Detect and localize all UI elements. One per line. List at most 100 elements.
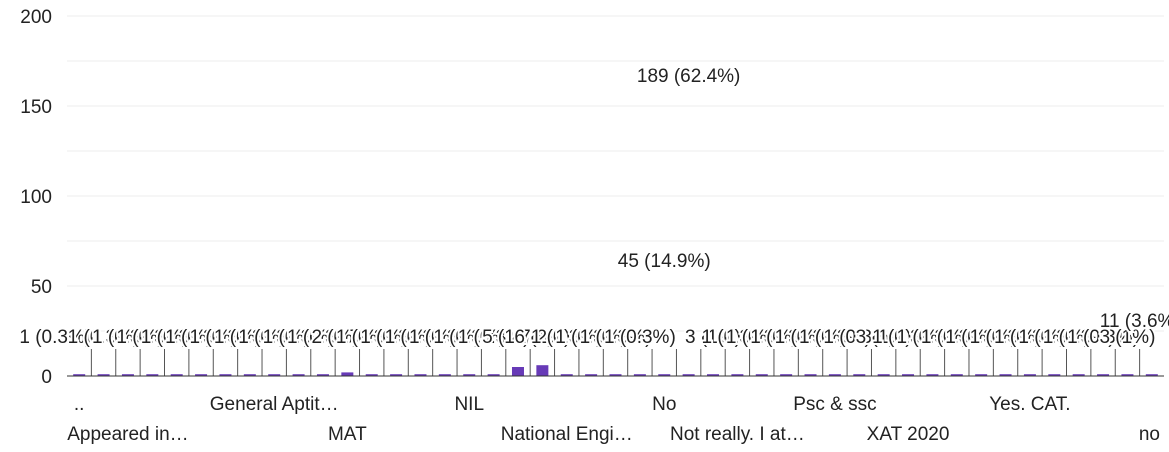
bar[interactable] (365, 374, 378, 376)
bar[interactable] (560, 374, 573, 376)
x-tick-label: Appeared in… (67, 424, 188, 445)
y-tick-label: 0 (41, 367, 52, 388)
bar[interactable] (121, 374, 134, 376)
bar[interactable] (804, 374, 817, 376)
bar-value-label: 3 (1%) (1099, 327, 1155, 348)
bar-value-label: 3 (1%) (685, 327, 741, 348)
bar[interactable] (731, 374, 744, 376)
bar[interactable] (536, 365, 549, 376)
bar-value-label: 1 (0.3%) (19, 327, 91, 348)
bar-value-label: 1 (0.3%) (165, 327, 237, 348)
bar[interactable] (707, 374, 720, 376)
bar[interactable] (170, 374, 183, 376)
bar[interactable] (292, 374, 305, 376)
bar-value-label: 1 (0.3%) (433, 327, 505, 348)
bar[interactable] (97, 374, 110, 376)
y-tick-label: 100 (20, 187, 52, 208)
bar[interactable] (780, 374, 793, 376)
x-tick-label: MAT (328, 424, 367, 445)
bar[interactable] (1145, 374, 1158, 376)
bar[interactable] (316, 374, 329, 376)
bar-value-label: 2 (0.7%) (311, 327, 383, 348)
bar[interactable] (414, 374, 427, 376)
bar[interactable] (633, 374, 646, 376)
bar[interactable] (609, 374, 622, 376)
bar-value-label: 1 (0.3%) (775, 327, 847, 348)
y-tick-labels: 0 50 100 150 200 (20, 7, 52, 388)
bar[interactable] (877, 374, 890, 376)
bar[interactable] (146, 374, 159, 376)
bar-value-label: 1 (0.3%) (726, 327, 798, 348)
bar[interactable] (511, 367, 524, 376)
bar[interactable] (487, 374, 500, 376)
bar-value-label: 3 (1%) (856, 327, 912, 348)
bar[interactable] (463, 374, 476, 376)
bar-value-label: 1 (0.3%) (580, 327, 652, 348)
bar-value-label: 1 (0.3%) (92, 327, 164, 348)
x-tick-label: NIL (454, 394, 484, 415)
y-tick-label: 200 (20, 7, 52, 28)
bar-value-label: 1 (0.3%) (531, 327, 603, 348)
bar-value-label: 1 (0.3%) (287, 327, 359, 348)
bar-value-label: 1 (0.3%) (1067, 327, 1139, 348)
bar[interactable] (243, 374, 256, 376)
bar[interactable] (658, 374, 671, 376)
bar[interactable] (902, 374, 915, 376)
x-tick-label: National Engi… (501, 424, 633, 445)
bar-value-label: 1 (0.3%) (750, 327, 822, 348)
bar-value-label: 1 (0.3%) (263, 327, 335, 348)
bar[interactable] (975, 374, 988, 376)
bar-value-label: 1 (0.3%) (970, 327, 1042, 348)
bar-value-label: 1 (0.3%) (1043, 327, 1115, 348)
bar[interactable] (1023, 374, 1036, 376)
bar-value-label: 1 (0.3%) (336, 327, 408, 348)
bar[interactable] (585, 374, 598, 376)
bar[interactable] (853, 374, 866, 376)
bar[interactable] (1121, 374, 1134, 376)
bar[interactable] (195, 374, 208, 376)
bar[interactable] (341, 372, 354, 376)
y-tick-label: 50 (31, 277, 52, 298)
bar[interactable] (219, 374, 232, 376)
bar-value-label: 1 (0.3%) (214, 327, 286, 348)
x-tick-label: Psc & ssc (793, 394, 876, 415)
bar-value-label: 1 (0.3%) (994, 327, 1066, 348)
bar[interactable] (950, 374, 963, 376)
bar[interactable] (755, 374, 768, 376)
bar-value-label: 45 (14.9%) (618, 251, 711, 272)
bar-value-label: 1 (0.3%) (68, 327, 140, 348)
bar-value-label: 11 (3.6%) (1100, 311, 1169, 332)
bar-value-label: 1 (0.3%) (701, 327, 773, 348)
x-tick-label: .. (74, 394, 85, 415)
bar-value-label: 1 (0.3%) (872, 327, 944, 348)
bar[interactable] (1097, 374, 1110, 376)
bar[interactable] (828, 374, 841, 376)
bar-value-label: 1 (0.3%) (238, 327, 310, 348)
bar[interactable] (999, 374, 1012, 376)
bar[interactable] (926, 374, 939, 376)
x-tick-label: General Aptit… (210, 394, 339, 415)
bar-value-label: 1 (0.3%) (897, 327, 969, 348)
grid-layer (67, 15, 1164, 376)
bar-value-label: 1 (0.3%) (116, 327, 188, 348)
bar[interactable] (390, 374, 403, 376)
bar-value-label: 1 (0.3%) (141, 327, 213, 348)
bar[interactable] (682, 374, 695, 376)
bar-layer (73, 365, 1158, 376)
bar-value-label: 1 (0.3%) (409, 327, 481, 348)
bar[interactable] (1048, 374, 1061, 376)
bar-value-label: 6 (2%) (514, 327, 570, 348)
bar-value-label: 1 (0.3%) (385, 327, 457, 348)
x-tick-label: no (1139, 424, 1160, 445)
bar[interactable] (268, 374, 281, 376)
bar-value-label: 1 (0.3%) (1018, 327, 1090, 348)
bar-value-label: 1 (0.3%) (190, 327, 262, 348)
bar-value-label: 1 (0.3%) (604, 327, 676, 348)
bar[interactable] (438, 374, 451, 376)
bar[interactable] (73, 374, 86, 376)
bar-value-label: 1 (0.3%) (921, 327, 993, 348)
bar-value-label: 1 (0.3%) (799, 327, 871, 348)
x-tick-labels: .. Appeared in… General Aptit… MAT NIL Nation… (67, 394, 1160, 445)
bar[interactable] (1072, 374, 1085, 376)
